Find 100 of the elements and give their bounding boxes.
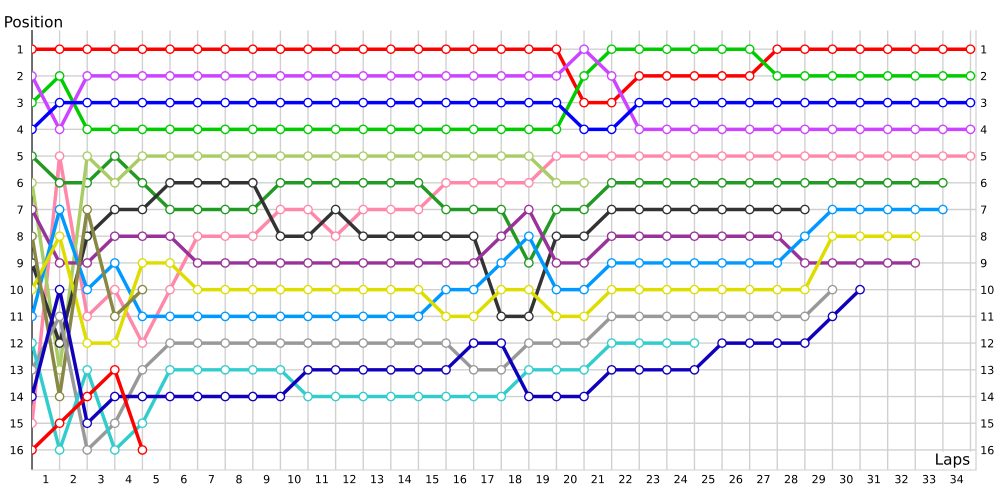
point xyxy=(110,392,120,402)
x-tick-label: 8 xyxy=(236,474,242,484)
point xyxy=(717,178,727,188)
point xyxy=(441,312,451,322)
point xyxy=(248,71,258,81)
point xyxy=(468,312,478,322)
point xyxy=(248,98,258,108)
point xyxy=(496,98,506,108)
point xyxy=(634,338,644,348)
point xyxy=(192,204,202,214)
point xyxy=(192,124,202,134)
point xyxy=(606,178,617,188)
point xyxy=(414,44,424,54)
x-tick-label: 29 xyxy=(812,474,825,484)
point xyxy=(744,312,755,322)
point xyxy=(468,44,478,54)
point xyxy=(220,364,230,375)
point xyxy=(248,44,258,54)
point xyxy=(192,231,202,242)
point xyxy=(606,151,617,161)
x-tick-label: 6 xyxy=(181,474,187,484)
y2-tick-label: 15 xyxy=(981,419,994,428)
point xyxy=(662,231,672,242)
point xyxy=(138,338,148,348)
x-tick-label: 2 xyxy=(70,474,76,484)
point xyxy=(744,284,755,295)
point xyxy=(855,284,865,295)
point xyxy=(441,364,451,375)
point xyxy=(276,284,286,295)
point xyxy=(414,312,424,322)
point xyxy=(662,124,672,134)
y2-tick-label: 5 xyxy=(981,152,986,160)
point xyxy=(110,151,120,161)
point xyxy=(441,204,451,214)
y2-tick-label: 6 xyxy=(980,178,987,188)
y-tick-label: 13 xyxy=(10,366,23,374)
point xyxy=(662,258,672,268)
y2-tick-label: 10 xyxy=(981,286,994,294)
point xyxy=(966,71,976,81)
point xyxy=(496,71,506,81)
point xyxy=(606,364,617,375)
point xyxy=(579,312,589,322)
point xyxy=(54,204,64,214)
x-tick-label: 10 xyxy=(288,474,301,484)
point xyxy=(303,338,313,348)
point xyxy=(441,284,451,295)
point xyxy=(386,178,396,188)
point xyxy=(192,284,202,295)
point xyxy=(303,44,313,54)
point xyxy=(606,44,617,54)
point xyxy=(772,258,782,268)
point xyxy=(303,98,313,108)
point xyxy=(192,338,202,348)
point xyxy=(524,98,534,108)
point xyxy=(579,284,589,295)
point xyxy=(138,151,148,161)
point xyxy=(468,71,478,81)
point xyxy=(855,151,865,161)
point xyxy=(690,71,700,81)
point xyxy=(800,98,810,108)
point xyxy=(330,338,340,348)
point xyxy=(855,124,865,134)
point xyxy=(414,151,424,161)
point xyxy=(220,98,230,108)
point xyxy=(579,44,589,54)
point xyxy=(524,312,534,322)
point xyxy=(276,98,286,108)
x-tick-label: 11 xyxy=(316,475,328,484)
point xyxy=(690,124,700,134)
point xyxy=(220,178,230,188)
point xyxy=(524,284,534,295)
point xyxy=(744,124,755,134)
point xyxy=(800,204,810,214)
x-tick-label: 9 xyxy=(264,474,270,484)
point xyxy=(220,284,230,295)
point xyxy=(690,338,700,348)
point xyxy=(358,392,368,402)
point xyxy=(110,418,120,428)
point xyxy=(496,312,506,322)
point xyxy=(54,338,64,348)
point xyxy=(303,258,313,268)
point xyxy=(690,364,700,375)
point xyxy=(441,258,451,268)
point xyxy=(386,312,396,322)
point xyxy=(138,418,148,428)
y-tick-label: 14 xyxy=(10,392,24,401)
point xyxy=(468,151,478,161)
point xyxy=(358,284,368,295)
point xyxy=(938,151,948,161)
point xyxy=(882,71,893,81)
point xyxy=(110,71,120,81)
x-tick-label: 17 xyxy=(482,475,494,484)
y-tick-label: 8 xyxy=(17,232,23,241)
point xyxy=(303,71,313,81)
point xyxy=(330,392,340,402)
y2-tick-label: 14 xyxy=(981,392,994,401)
point xyxy=(82,418,92,428)
point xyxy=(662,312,672,322)
point xyxy=(882,151,893,161)
point xyxy=(910,258,920,268)
